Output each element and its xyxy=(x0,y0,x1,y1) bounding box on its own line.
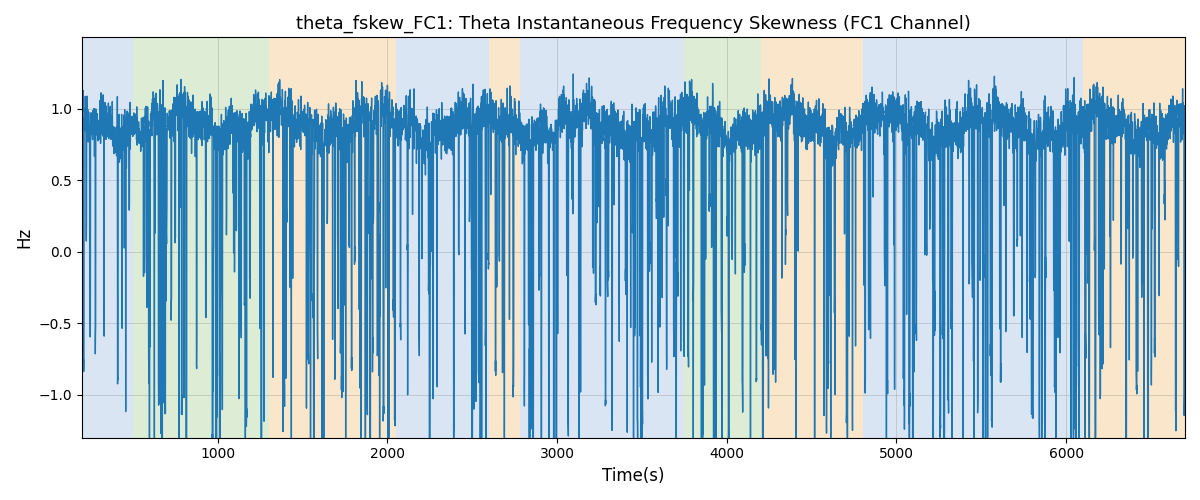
Bar xyxy=(520,38,667,438)
Bar xyxy=(396,38,490,438)
Bar xyxy=(133,38,269,438)
Title: theta_fskew_FC1: Theta Instantaneous Frequency Skewness (FC1 Channel): theta_fskew_FC1: Theta Instantaneous Fre… xyxy=(296,15,971,34)
Bar xyxy=(1084,38,1186,438)
Bar xyxy=(667,38,684,438)
Bar xyxy=(863,38,1084,438)
X-axis label: Time(s): Time(s) xyxy=(602,467,665,485)
Bar xyxy=(82,38,133,438)
Bar xyxy=(490,38,520,438)
Bar xyxy=(761,38,863,438)
Bar xyxy=(684,38,761,438)
Y-axis label: Hz: Hz xyxy=(14,227,32,248)
Bar xyxy=(269,38,396,438)
